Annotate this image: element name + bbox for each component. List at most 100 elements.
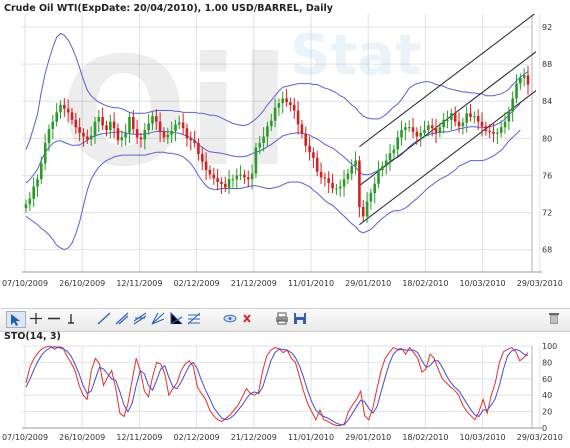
ray-line-icon	[115, 312, 129, 325]
drawing-toolbar	[0, 308, 570, 332]
trend-line-icon	[97, 312, 111, 325]
candle-body	[204, 161, 208, 170]
candle-body	[327, 178, 330, 183]
price-grid	[22, 14, 542, 273]
sto-date-tick-label: 29/03/2010	[517, 433, 563, 442]
candle-body	[319, 171, 323, 178]
sto-d-line	[25, 346, 529, 426]
sto-tick-label: 40	[542, 391, 552, 400]
candle-body	[323, 177, 327, 179]
candle-body	[78, 127, 81, 133]
sto-grid	[22, 345, 542, 429]
candle-body	[135, 129, 139, 138]
cursor-arrow-button[interactable]	[6, 311, 26, 328]
delete-button[interactable]	[240, 311, 254, 328]
candle-body	[258, 143, 262, 148]
gann-fan-button[interactable]	[168, 311, 184, 328]
candle-body	[338, 186, 342, 189]
candle-body	[178, 122, 181, 125]
stochastic-chart[interactable]: 100 80 60 40 20 0 07/10/2009 26/10/2009 12/11/2…	[0, 342, 570, 446]
gann-fan-icon	[170, 311, 183, 325]
candle-body	[36, 179, 39, 187]
candle-body	[231, 179, 235, 181]
date-tick-label: 10/03/2010	[460, 279, 506, 288]
candle-body	[384, 160, 388, 167]
price-tick-label: 76	[542, 172, 552, 181]
candle-body	[377, 169, 380, 184]
candle-body	[120, 137, 124, 141]
candle-body	[423, 130, 426, 133]
candle-body	[392, 149, 396, 154]
candle-body	[354, 160, 357, 167]
price-axis: 92 88 84 80 76 72 68	[542, 23, 552, 255]
date-tick-label: 12/11/2009	[116, 279, 162, 288]
candle-body	[499, 127, 503, 133]
candle-body	[388, 153, 392, 161]
pitchfork-button[interactable]	[150, 311, 166, 328]
candle-body	[66, 108, 70, 113]
candle-body	[488, 130, 491, 132]
ray-line-button[interactable]	[114, 311, 130, 328]
candle-body	[143, 130, 147, 140]
parallel-channel-button[interactable]	[132, 311, 148, 328]
candle-body	[526, 75, 530, 85]
candle-body	[281, 98, 284, 104]
svg-text:Stat: Stat	[290, 23, 422, 88]
candle-body	[396, 137, 399, 150]
candle-body	[365, 201, 369, 217]
sto-date-tick-label: 07/10/2009	[2, 433, 48, 442]
print-button[interactable]	[274, 311, 290, 328]
eye-button[interactable]	[222, 311, 238, 328]
date-tick-label: 07/10/2009	[2, 279, 48, 288]
candle-body	[519, 78, 522, 84]
candle-body	[243, 174, 246, 178]
candle-body	[128, 117, 131, 133]
trend-line-button[interactable]	[96, 311, 112, 328]
candle-body	[51, 121, 55, 130]
candle-body	[496, 132, 499, 134]
candle-body	[201, 154, 204, 162]
crosshair-button[interactable]	[28, 311, 44, 328]
candle-body	[453, 113, 457, 122]
candle-body	[147, 123, 150, 130]
fibonacci-button[interactable]	[186, 311, 202, 328]
trash-button[interactable]	[546, 311, 562, 328]
candle-body	[480, 121, 484, 127]
candle-body	[369, 193, 373, 202]
candle-body	[216, 178, 219, 182]
candle-body	[277, 103, 281, 108]
horizontal-line-button[interactable]	[46, 311, 62, 328]
upper-band-line	[25, 32, 529, 150]
candle-body	[450, 113, 453, 120]
candle-body	[250, 173, 254, 180]
candle-body	[220, 182, 223, 184]
candle-body	[97, 117, 101, 122]
price-tick-label: 68	[542, 246, 552, 255]
horizontal-line-icon	[48, 317, 60, 320]
sto-date-tick-label: 02/12/2009	[174, 433, 220, 442]
candle-body	[132, 117, 135, 130]
candle-body	[438, 127, 442, 133]
candle-body	[461, 122, 465, 127]
candle-body	[32, 186, 35, 199]
candle-body	[74, 119, 78, 128]
candle-body	[296, 110, 300, 125]
save-button[interactable]	[292, 311, 308, 328]
candle-body	[197, 143, 200, 155]
candle-body	[289, 102, 292, 105]
candle-body	[59, 104, 62, 113]
sto-tick-label: 100	[542, 342, 557, 351]
candle-body	[162, 131, 166, 138]
channel-lower-line	[359, 90, 537, 226]
candle-body	[350, 166, 353, 174]
channel-upper-line	[359, 14, 536, 148]
candle-body	[116, 128, 120, 141]
date-tick-label: 26/10/2009	[59, 279, 105, 288]
sto-title: STO(14, 3)	[4, 331, 61, 342]
candle-body	[43, 143, 47, 164]
candle-body	[419, 132, 422, 137]
vertical-line-button[interactable]	[64, 311, 78, 328]
candle-body	[112, 121, 116, 129]
print-icon	[276, 312, 288, 325]
